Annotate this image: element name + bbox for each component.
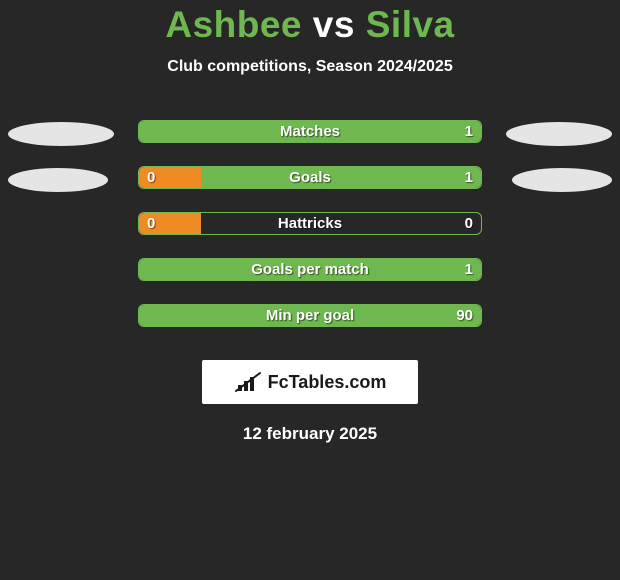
bar-right [201,167,481,188]
subtitle: Club competitions, Season 2024/2025 [0,58,620,76]
metric-row-min-per-goal: 90 Min per goal [0,298,620,344]
bar-track: 1 Matches [138,120,482,143]
avatar-placeholder-right [506,122,612,146]
metric-row-goals: 0 1 Goals [0,160,620,206]
player-left-name: Ashbee [165,4,302,45]
value-left [139,305,155,326]
bar-right [139,259,481,280]
value-right: 0 [457,213,481,234]
avatar-placeholder-right [512,168,612,192]
page-title: Ashbee vs Silva [0,0,620,46]
value-right: 1 [457,121,481,142]
value-right: 1 [457,167,481,188]
value-right: 90 [448,305,481,326]
bars-icon [234,371,262,393]
value-left: 0 [139,167,163,188]
vs-separator: vs [313,4,355,45]
bar-track: 1 Goals per match [138,258,482,281]
metric-rows: 1 Matches 0 1 Goals 0 0 Hattricks [0,114,620,344]
bar-right [139,121,481,142]
avatar-placeholder-left [8,122,114,146]
brand-banner[interactable]: FcTables.com [202,360,418,404]
bar-track: 90 Min per goal [138,304,482,327]
player-right-name: Silva [366,4,455,45]
bar-track: 0 0 Hattricks [138,212,482,235]
metric-row-goals-per-match: 1 Goals per match [0,252,620,298]
brand-text: FcTables.com [268,372,387,393]
bar-right [139,305,481,326]
value-left [139,259,155,280]
metric-row-matches: 1 Matches [0,114,620,160]
date-label: 12 february 2025 [0,424,620,444]
value-right: 1 [457,259,481,280]
metric-row-hattricks: 0 0 Hattricks [0,206,620,252]
comparison-infographic: Ashbee vs Silva Club competitions, Seaso… [0,0,620,580]
value-left: 0 [139,213,163,234]
avatar-placeholder-left [8,168,108,192]
bar-track: 0 1 Goals [138,166,482,189]
value-left [139,121,155,142]
